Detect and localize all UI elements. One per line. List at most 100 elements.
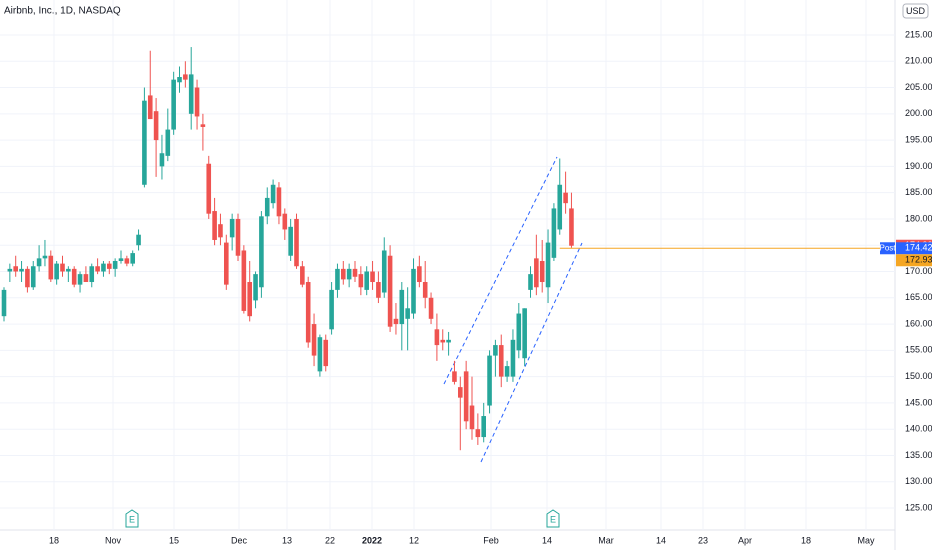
candle-body (422, 282, 428, 298)
candle-body (504, 366, 510, 377)
y-tick-label: 170.00 (905, 266, 932, 276)
candle-body (469, 405, 475, 430)
candle-body (545, 242, 551, 288)
candle-body (498, 345, 504, 377)
candle-body (7, 268, 13, 272)
x-tick-label: Nov (105, 535, 122, 545)
candle-body (387, 255, 393, 327)
y-tick-label: 130.00 (905, 476, 932, 486)
candle-body (101, 263, 106, 272)
candle-body (305, 282, 311, 343)
candle-body (551, 208, 557, 258)
candle-body (153, 111, 159, 141)
candle-body (335, 268, 340, 290)
candle-body (557, 184, 563, 230)
pre-price-tag (896, 254, 932, 267)
earnings-icon[interactable]: E (125, 509, 139, 528)
candle-body (1, 289, 7, 317)
candle-body (177, 77, 182, 83)
candle-body (288, 226, 293, 256)
candle-body (247, 282, 252, 317)
candle-body (317, 337, 323, 372)
price-axis-bg (895, 0, 932, 550)
candle-body (264, 197, 270, 217)
x-tick-label: 15 (169, 535, 179, 545)
x-tick-label: 14 (542, 535, 552, 545)
candle-body (130, 253, 135, 264)
x-tick-label: Apr (738, 535, 752, 545)
channel-upper (443, 156, 558, 385)
candle-body (112, 260, 118, 269)
candle-body (563, 192, 568, 204)
candle-body (463, 371, 469, 422)
candle-body (446, 339, 451, 343)
candle-body (124, 258, 130, 264)
candle-body (13, 266, 18, 272)
candle-body (300, 266, 305, 285)
x-tick-label: 12 (409, 535, 419, 545)
y-tick-label: 145.00 (905, 397, 932, 407)
svg-text:E: E (129, 514, 135, 524)
y-tick-label: 205.00 (905, 82, 932, 92)
candle-body (171, 79, 176, 130)
candle-body (142, 100, 147, 185)
x-tick-label: 13 (282, 535, 292, 545)
candle-body (417, 266, 422, 283)
candle-body (539, 260, 545, 283)
candle-body (229, 218, 235, 238)
currency-box[interactable] (902, 3, 929, 19)
currency[interactable]: USD (906, 6, 926, 16)
candle-body (282, 213, 288, 230)
y-tick-label: 125.00 (905, 502, 932, 512)
candle-body (352, 268, 358, 277)
candle-body (428, 297, 434, 319)
earnings-icon[interactable]: E (546, 509, 560, 528)
candle-body (311, 324, 317, 356)
candle-body (376, 282, 381, 298)
y-tick-label: 190.00 (905, 161, 932, 171)
candle-body (136, 234, 141, 246)
candle-body (259, 216, 264, 288)
candle-body (522, 308, 527, 359)
candles (1, 47, 574, 451)
y-tick-label: 180.00 (905, 213, 932, 223)
candle-body (452, 371, 457, 382)
y-tick-label: 135.00 (905, 450, 932, 460)
candle-body (440, 339, 446, 343)
candle-body (107, 263, 112, 269)
candle-body (329, 289, 334, 330)
y-tick-label: 155.00 (905, 345, 932, 355)
y-tick-label: 200.00 (905, 108, 932, 118)
candle-body (399, 289, 405, 325)
candle-body (528, 274, 533, 290)
candle-body (481, 416, 486, 438)
post-price-tag (896, 242, 932, 255)
y-tick-label: 160.00 (905, 318, 932, 328)
candle-body (183, 74, 188, 80)
candle-body (405, 308, 410, 319)
candle-body (95, 266, 100, 272)
candle-body (194, 87, 200, 117)
candle-body (346, 268, 352, 280)
candle-body (370, 271, 375, 283)
candle-body (510, 339, 516, 377)
candle-body (323, 339, 329, 367)
pre-price-label: 172.93 (905, 255, 932, 265)
channel-lower (480, 242, 583, 463)
candle-body (534, 258, 539, 288)
candle-body (36, 258, 42, 267)
candle-body (118, 258, 124, 261)
candle-body (19, 268, 24, 272)
candle-body (569, 208, 574, 246)
candle-body (60, 263, 65, 272)
candle-body (42, 255, 48, 259)
y-tick-label: 140.00 (905, 424, 932, 434)
candle-body (411, 268, 416, 314)
candle-body (147, 95, 153, 120)
candle-body (393, 318, 399, 325)
x-tick-label: 22 (325, 535, 335, 545)
candle-body (270, 184, 276, 204)
grid (0, 0, 895, 530)
candle-body (200, 124, 206, 127)
